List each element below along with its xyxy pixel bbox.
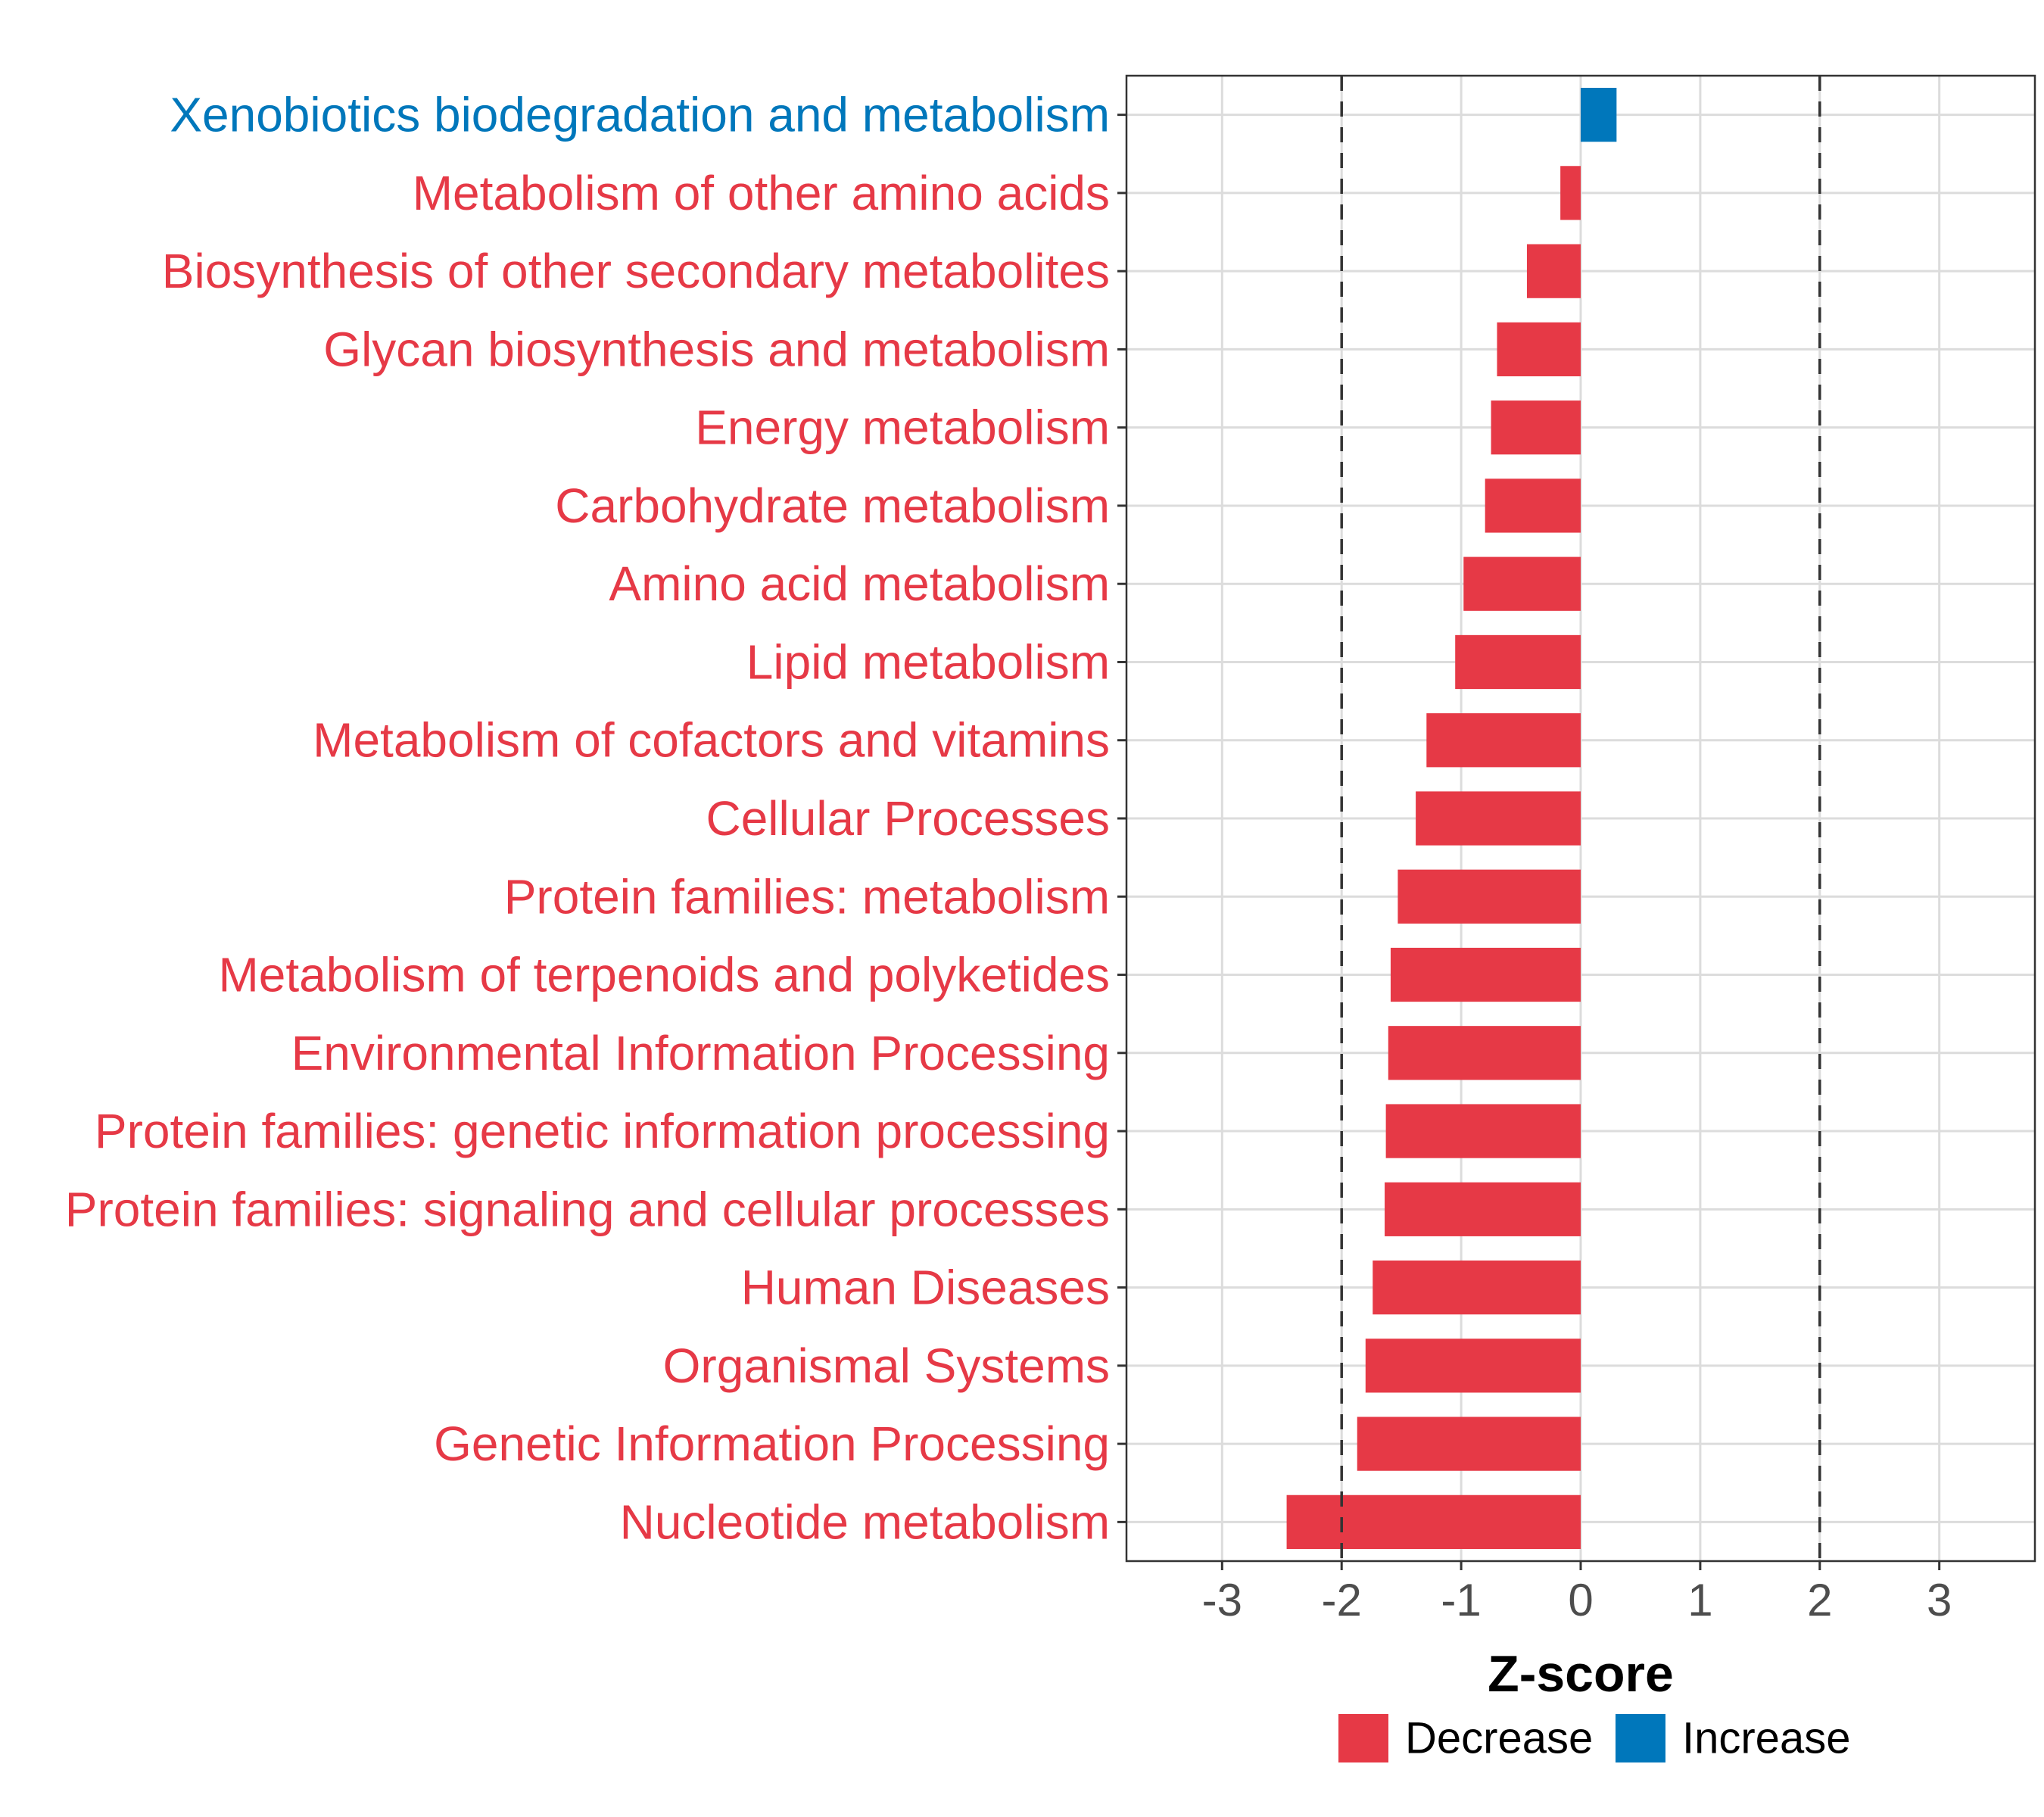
- x-tick-label: -1: [1441, 1575, 1481, 1625]
- y-tick-label: Protein families: genetic information pr…: [95, 1104, 1110, 1158]
- y-tick-label: Glycan biosynthesis and metabolism: [323, 322, 1110, 376]
- y-tick-label: Protein families: metabolism: [504, 869, 1110, 924]
- y-tick-label: Energy metabolism: [695, 400, 1110, 455]
- y-tick-label: Environmental Information Processing: [291, 1026, 1110, 1080]
- bars: [1286, 88, 1617, 1549]
- bar-decrease: [1463, 556, 1581, 611]
- bar-decrease: [1455, 634, 1581, 690]
- y-tick-label: Xenobiotics biodegradation and metabolis…: [170, 88, 1110, 142]
- x-tick-label: -2: [1322, 1575, 1362, 1625]
- x-axis-title: Z-score: [1488, 1645, 1674, 1703]
- bar-decrease: [1373, 1260, 1581, 1315]
- y-tick-label: Metabolism of terpenoids and polyketides: [218, 948, 1110, 1002]
- bar-decrease: [1385, 1182, 1581, 1236]
- y-tick-label: Genetic Information Processing: [434, 1417, 1110, 1471]
- x-tick-label: -3: [1202, 1575, 1242, 1625]
- x-tick-label: 3: [1927, 1575, 1952, 1625]
- y-tick-label: Lipid metabolism: [746, 634, 1110, 689]
- bar-increase: [1581, 88, 1617, 142]
- legend-swatch-decrease: [1338, 1714, 1388, 1762]
- x-tick-label: 0: [1568, 1575, 1593, 1625]
- bar-decrease: [1397, 869, 1581, 924]
- y-axis: Xenobiotics biodegradation and metabolis…: [65, 88, 1126, 1549]
- y-tick-label: Metabolism of other amino acids: [413, 166, 1110, 220]
- legend: Decrease Increase: [1338, 1714, 1850, 1763]
- bar-decrease: [1357, 1417, 1581, 1471]
- y-tick-label: Organismal Systems: [663, 1339, 1110, 1393]
- bar-decrease: [1416, 791, 1581, 846]
- bar-decrease: [1497, 322, 1581, 377]
- bar-decrease: [1390, 947, 1581, 1002]
- bar-decrease: [1365, 1339, 1581, 1393]
- bar-decrease: [1426, 713, 1581, 768]
- bar-decrease: [1485, 478, 1581, 533]
- y-tick-label: Human Diseases: [741, 1261, 1110, 1315]
- x-tick-label: 2: [1807, 1575, 1832, 1625]
- legend-label-increase: Increase: [1682, 1714, 1850, 1763]
- legend-label-decrease: Decrease: [1405, 1714, 1593, 1763]
- legend-swatch-increase: [1616, 1714, 1665, 1762]
- bar-decrease: [1388, 1026, 1581, 1080]
- bar-decrease: [1286, 1494, 1581, 1549]
- bar-decrease: [1385, 1104, 1581, 1158]
- bar-decrease: [1526, 244, 1581, 298]
- y-tick-label: Carbohydrate metabolism: [555, 478, 1110, 533]
- y-tick-label: Amino acid metabolism: [609, 556, 1110, 611]
- x-tick-label: 1: [1687, 1575, 1712, 1625]
- bar-decrease: [1560, 166, 1581, 220]
- threshold-lines: [1340, 76, 1821, 1561]
- y-tick-label: Biosynthesis of other secondary metaboli…: [162, 244, 1110, 298]
- x-axis: -3 -2 -1 0 1 2 3: [1202, 1561, 1952, 1625]
- y-tick-label: Nucleotide metabolism: [620, 1494, 1110, 1549]
- y-tick-label: Metabolism of cofactors and vitamins: [313, 713, 1110, 768]
- y-tick-label: Cellular Processes: [706, 791, 1110, 846]
- y-tick-label: Protein families: signaling and cellular…: [65, 1182, 1110, 1236]
- bar-decrease: [1491, 400, 1581, 455]
